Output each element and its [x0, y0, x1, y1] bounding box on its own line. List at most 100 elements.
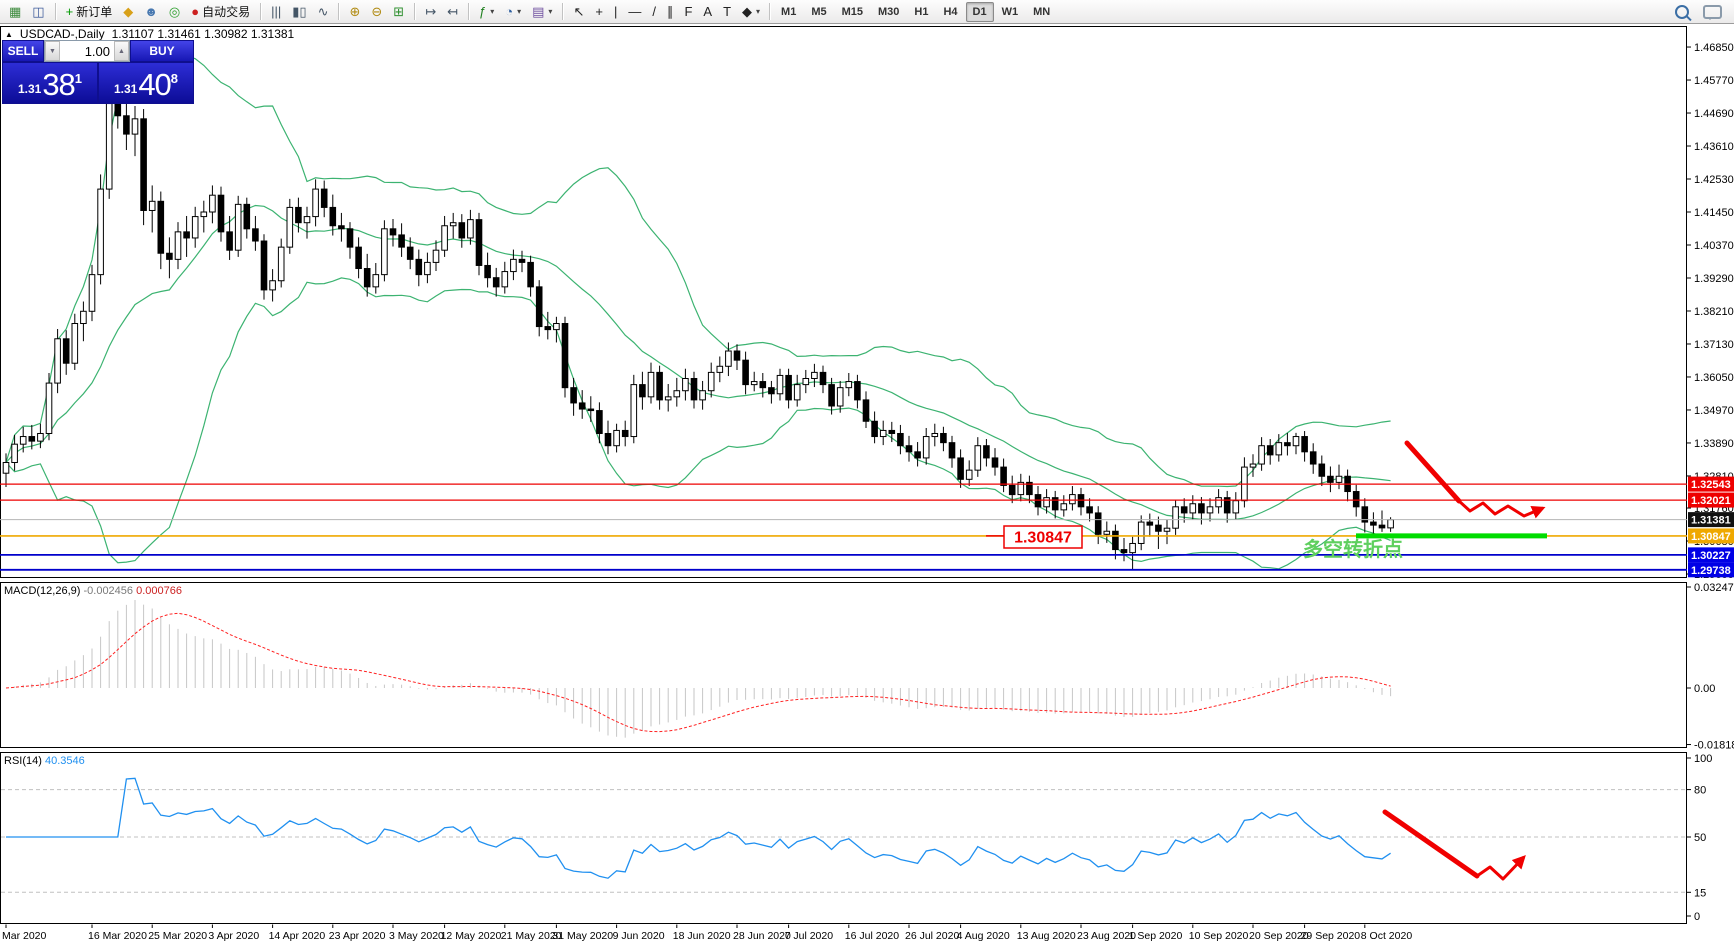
- svg-text:16 Mar 2020: 16 Mar 2020: [88, 930, 147, 942]
- toolbar-separator: [769, 3, 771, 20]
- timeframe-w1[interactable]: W1: [1001, 5, 1019, 18]
- rsi-pane-label: RSI(14) 40.3546: [4, 755, 85, 767]
- macd-main-value: -0.002456: [83, 585, 134, 597]
- autotrading-button[interactable]: ● 自动交易: [186, 1, 255, 23]
- fibonacci-button[interactable]: F: [679, 1, 697, 23]
- chat-icon[interactable]: [1703, 4, 1722, 20]
- zoom-out-icon: ⊖: [371, 4, 383, 19]
- svg-text:20 Sep 2020: 20 Sep 2020: [1249, 930, 1309, 942]
- volume-decrease-button[interactable]: ▼: [45, 41, 60, 61]
- timeframe-m5[interactable]: M5: [811, 5, 827, 18]
- sell-price-display[interactable]: 1.31 38 1: [2, 62, 98, 104]
- support-icon: ☻: [144, 4, 158, 19]
- svg-text:1.46850: 1.46850: [1694, 42, 1734, 54]
- line-chart-icon: ∿: [317, 4, 329, 19]
- price-down-arrow: [1404, 440, 1462, 504]
- svg-text:1.29738: 1.29738: [1691, 565, 1731, 577]
- chart-title-icon: ▲: [5, 29, 13, 39]
- cursor-icon: ↖: [573, 4, 585, 19]
- sell-price-prefix: 1.31: [17, 82, 42, 96]
- timeframe-m1[interactable]: M1: [781, 5, 797, 18]
- text-button[interactable]: A: [698, 1, 717, 23]
- buy-button[interactable]: BUY: [130, 40, 194, 62]
- timeframe-mn[interactable]: MN: [1033, 5, 1051, 18]
- toolbar-separator: [414, 3, 416, 20]
- zoom-out-button[interactable]: ⊖: [366, 1, 387, 23]
- crosshair-button[interactable]: +: [590, 1, 608, 23]
- svg-text:1.40370: 1.40370: [1694, 240, 1734, 252]
- chart-canvas[interactable]: 1.30847 多空转折点 1.46850 1.45770 1.44690 1.43610…: [0, 24, 1734, 943]
- gold-button[interactable]: ◆: [118, 1, 138, 23]
- svg-text:-0.018182: -0.018182: [1694, 740, 1734, 752]
- svg-text:1.37130: 1.37130: [1694, 339, 1734, 351]
- sell-button[interactable]: SELL: [2, 40, 44, 62]
- templates-button[interactable]: ▤ ▾: [527, 1, 557, 23]
- volume-increase-button[interactable]: ▲: [114, 41, 129, 61]
- timeframe-h1[interactable]: H1: [914, 5, 929, 18]
- buy-price-display[interactable]: 1.31 40 8: [98, 62, 194, 104]
- svg-text:Mar 2020: Mar 2020: [2, 930, 47, 942]
- templates-dropdown[interactable]: ▾: [548, 7, 553, 16]
- timeframe-m30[interactable]: M30: [878, 5, 900, 18]
- indicators-dropdown[interactable]: ▾: [490, 7, 495, 16]
- periods-dropdown[interactable]: ▾: [517, 7, 522, 16]
- svg-text:3 May 2020: 3 May 2020: [389, 930, 444, 942]
- chart-shift-button[interactable]: ↤: [442, 1, 463, 23]
- support-button[interactable]: ☻: [139, 1, 163, 23]
- line-chart-button[interactable]: ∿: [313, 1, 334, 23]
- auto-scroll-button[interactable]: ↦: [420, 1, 441, 23]
- rsi-name: RSI(14): [4, 755, 42, 767]
- svg-text:23 Aug 2020: 23 Aug 2020: [1077, 930, 1136, 942]
- horizontal-line-icon: —: [628, 4, 642, 19]
- arrows-icon: ◆: [742, 4, 753, 19]
- new-chart-button[interactable]: ▦: [4, 1, 26, 23]
- symbol-period-label: USDCAD-,Daily: [19, 27, 105, 41]
- svg-text:1.39290: 1.39290: [1694, 273, 1734, 285]
- timeframe-m15[interactable]: M15: [841, 5, 864, 18]
- macd-signal-value: 0.000766: [136, 585, 182, 597]
- trendline-icon: /: [652, 4, 656, 19]
- horizontal-line-button[interactable]: —: [623, 1, 646, 23]
- candles: [2, 51, 1394, 570]
- periods-button[interactable]: ◔ ▾: [500, 1, 526, 23]
- rsi-pane: [1, 777, 1686, 893]
- text-label-button[interactable]: T: [718, 1, 736, 23]
- vertical-line-button[interactable]: |: [609, 1, 622, 23]
- bar-chart-button[interactable]: |||: [266, 1, 286, 23]
- ohlc-values: 1.31107 1.31461 1.30982 1.31381: [111, 27, 295, 41]
- one-click-trade-panel: SELL ▼ ▲ BUY 1.31 38 1 1.31 40 8: [2, 40, 194, 104]
- text-icon: A: [703, 4, 713, 19]
- annotations: 1.30847 多空转折点: [986, 440, 1547, 881]
- zoom-in-button[interactable]: ⊕: [344, 1, 365, 23]
- crosshair-icon: +: [595, 4, 603, 19]
- arrows-button[interactable]: ◆ ▾: [737, 1, 765, 23]
- arrows-dropdown[interactable]: ▾: [756, 7, 761, 16]
- search-icon[interactable]: [1675, 4, 1689, 19]
- profiles-button[interactable]: ◫: [27, 1, 49, 23]
- candlestick-chart-button[interactable]: ▮▯: [287, 1, 311, 23]
- svg-text:0: 0: [1694, 911, 1700, 923]
- toolbar-separator: [562, 3, 564, 20]
- svg-text:1.32021: 1.32021: [1691, 495, 1731, 507]
- svg-text:14 Apr 2020: 14 Apr 2020: [269, 930, 326, 942]
- macd-name: MACD(12,26,9): [4, 585, 81, 597]
- tile-windows-button[interactable]: ⊞: [388, 1, 409, 23]
- sell-price-sup: 1: [74, 71, 83, 86]
- new-order-button[interactable]: + 新订单: [61, 1, 118, 23]
- cursor-button[interactable]: ↖: [568, 1, 589, 23]
- trendline-button[interactable]: /: [647, 1, 661, 23]
- timeframe-h4[interactable]: H4: [943, 5, 958, 18]
- price-badges: 1.32543 1.32021 1.31381 1.30847 1.30227 1.297…: [1688, 476, 1734, 578]
- new-chart-icon: ▦: [9, 4, 22, 19]
- equidistant-channel-icon: ∥: [666, 4, 674, 19]
- signals-icon: ◎: [168, 4, 181, 19]
- volume-input[interactable]: [60, 41, 114, 61]
- indicators-button[interactable]: ƒ ▾: [474, 1, 499, 23]
- svg-text:50: 50: [1694, 832, 1706, 844]
- buy-price-sup: 8: [170, 71, 179, 86]
- svg-text:29 Sep 2020: 29 Sep 2020: [1301, 930, 1361, 942]
- timeframe-d1[interactable]: D1: [965, 1, 994, 22]
- equidistant-channel-button[interactable]: ∥: [662, 1, 679, 23]
- signals-button[interactable]: ◎: [164, 1, 185, 23]
- svg-text:8 Oct 2020: 8 Oct 2020: [1361, 930, 1413, 942]
